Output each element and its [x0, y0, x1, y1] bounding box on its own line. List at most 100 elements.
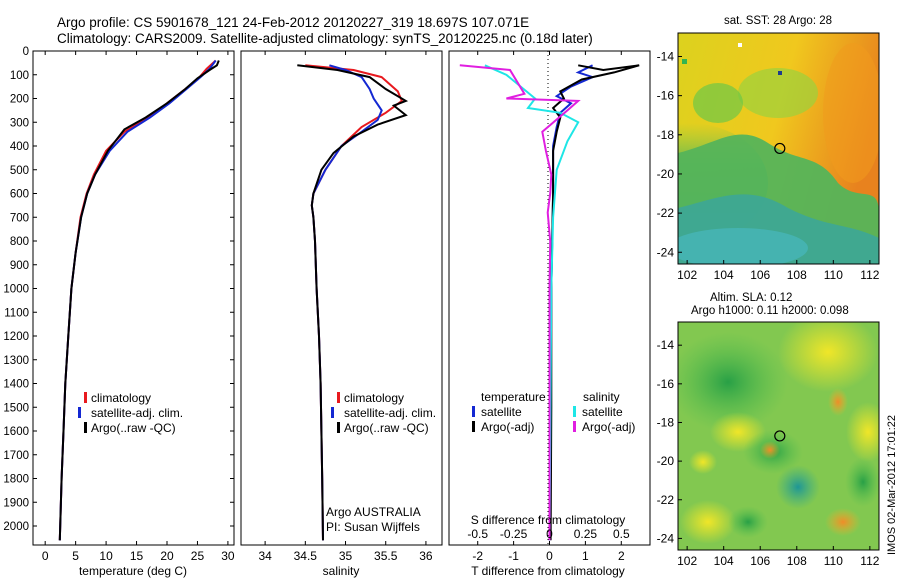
legend-label-argo: Argo(..raw -QC) — [344, 421, 429, 435]
x-top-tick-label: -0.25 — [500, 527, 528, 541]
map-y-tick-label: -22 — [657, 493, 675, 507]
map-x-tick-label: 104 — [714, 554, 734, 568]
legend-swatch-satellite — [78, 407, 81, 418]
temperature-panel: 0 5 10 15 20 25 30 0 100 200 300 400 500 600 700 800 90… — [3, 46, 234, 578]
map-y-tick-label: -24 — [657, 531, 675, 545]
salinity-legend: climatology satellite-adj. clim. Argo(..… — [331, 391, 436, 435]
sla-argo-marker — [774, 430, 786, 442]
y-tick-label: 1000 — [3, 284, 29, 296]
y-tick-label: 1400 — [3, 379, 29, 391]
map-x-tick-label: 106 — [750, 554, 770, 568]
map-y-tick-label: -16 — [657, 377, 675, 391]
map-x-tick-label: 106 — [750, 268, 770, 282]
x-tick-label: 30 — [221, 549, 235, 563]
argo-annotation-line-2: PI: Susan Wijffels — [326, 520, 420, 534]
series-line-argo-raw-qc- — [297, 64, 409, 541]
x-top-tick-label: 0.5 — [613, 527, 630, 541]
legend-label-climatology: climatology — [91, 391, 151, 405]
legend-title-temperature: temperature — [481, 390, 546, 404]
y-tick-label: 800 — [10, 236, 29, 248]
legend-label-satellite: satellite-adj. clim. — [91, 406, 183, 420]
map-y-tick-label: -20 — [657, 454, 675, 468]
argo-annotation-line-1: Argo AUSTRALIA — [326, 505, 421, 519]
map-x-tick-label: 102 — [677, 268, 697, 282]
legend-label-argo: Argo(..raw -QC) — [91, 421, 176, 435]
y-tick-label: 1100 — [4, 307, 29, 319]
x-tick-label: 34.5 — [294, 549, 318, 563]
legend-label-t-satellite: satellite — [481, 405, 522, 419]
map-x-tick-label: 110 — [824, 268, 843, 282]
salinity-curves — [297, 64, 409, 541]
x-tick-label: 36 — [419, 549, 433, 563]
sla-map-title: Altim. SLA: 0.12 — [710, 292, 792, 304]
salinity-xlabel: salinity — [323, 564, 360, 578]
x-tick-label: 0 — [546, 549, 553, 563]
y-tick-label: 500 — [10, 165, 29, 177]
difference-curves — [459, 64, 640, 541]
legend-swatch-s-satellite — [573, 406, 576, 417]
temperature-legend: climatology satellite-adj. clim. Argo(..… — [78, 391, 183, 435]
header-line-2: Climatology: CARS2009. Satellite-adjuste… — [57, 31, 593, 46]
series-line-satellite-adj-clim- — [58, 59, 217, 541]
map-y-tick-label: -22 — [657, 206, 675, 220]
map-x-tick-label: 108 — [787, 268, 807, 282]
y-tick-label: 900 — [10, 260, 29, 272]
y-tick-label: 400 — [10, 141, 29, 153]
y-tick-label: 100 — [10, 70, 29, 82]
y-tick-label: 1500 — [3, 402, 29, 414]
side-stamp: IMOS 02-Mar-2012 17:01:22 — [886, 415, 898, 555]
legend-swatch-t-satellite — [472, 406, 475, 417]
temperature-xlabel: temperature (deg C) — [79, 564, 187, 578]
temperature-axes-frame — [32, 50, 235, 546]
x-tick-label: 35 — [339, 549, 353, 563]
x-tick-label: 35.5 — [374, 549, 398, 563]
map-y-tick-label: -18 — [657, 415, 675, 429]
x-tick-label: 2 — [618, 549, 625, 563]
map-x-tick-label: 112 — [860, 268, 879, 282]
sla-map: Altim. SLA: 0.12 Argo h1000: 0.11 h2000:… — [657, 292, 880, 568]
x-tick-label: 20 — [160, 549, 174, 563]
x-tick-label: 25 — [191, 549, 205, 563]
x-tick-label: 5 — [72, 549, 79, 563]
legend-swatch-climatology — [337, 392, 340, 403]
difference-xlabel-top: S difference from climatology — [471, 513, 626, 527]
legend-swatch-satellite — [331, 407, 334, 418]
map-x-tick-label: 112 — [860, 554, 879, 568]
series-line-salinity-argo-adj- — [459, 64, 581, 541]
legend-label-satellite: satellite-adj. clim. — [344, 406, 436, 420]
series-line-temperature-argo-adj- — [549, 64, 640, 541]
x-tick-label: 34 — [258, 549, 272, 563]
x-top-tick-label: 0 — [546, 527, 553, 541]
x-tick-label: 1 — [582, 549, 589, 563]
legend-swatch-s-argo — [573, 421, 576, 432]
sst-argo-marker — [774, 142, 786, 155]
sst-map: sat. SST: 28 Argo: 28 102 104 106 108 110 112… — [657, 15, 880, 282]
map-y-tick-label: -14 — [657, 338, 675, 352]
series-line-salinity-satellite — [484, 64, 580, 541]
y-tick-label: 1900 — [3, 497, 29, 509]
y-tick-label: 2000 — [3, 521, 29, 533]
sst-map-title: sat. SST: 28 Argo: 28 — [724, 15, 832, 27]
map-y-tick-label: -20 — [657, 167, 675, 181]
legend-label-s-satellite: satellite — [582, 405, 623, 419]
y-tick-label: 700 — [10, 212, 29, 224]
series-line-climatology — [58, 59, 217, 541]
temperature-curves — [58, 59, 220, 541]
x-top-tick-label: -0.5 — [467, 527, 488, 541]
map-x-tick-label: 102 — [677, 554, 697, 568]
difference-legend: temperature satellite Argo(-adj) salinit… — [472, 390, 635, 434]
y-tick-label: 600 — [10, 189, 29, 201]
y-tick-label: 1200 — [3, 331, 29, 343]
x-top-tick-label: 0.25 — [574, 527, 598, 541]
map-y-tick-label: -16 — [657, 89, 675, 103]
legend-swatch-argo — [337, 422, 340, 433]
x-tick-label: -1 — [508, 549, 519, 563]
map-y-tick-label: -18 — [657, 128, 675, 142]
map-y-tick-label: -24 — [657, 245, 675, 259]
map-x-tick-label: 108 — [787, 554, 807, 568]
series-line-argo-raw-qc- — [58, 60, 220, 541]
x-tick-label: 15 — [130, 549, 144, 563]
legend-swatch-climatology — [84, 392, 87, 403]
y-tick-label: 1600 — [3, 426, 29, 438]
